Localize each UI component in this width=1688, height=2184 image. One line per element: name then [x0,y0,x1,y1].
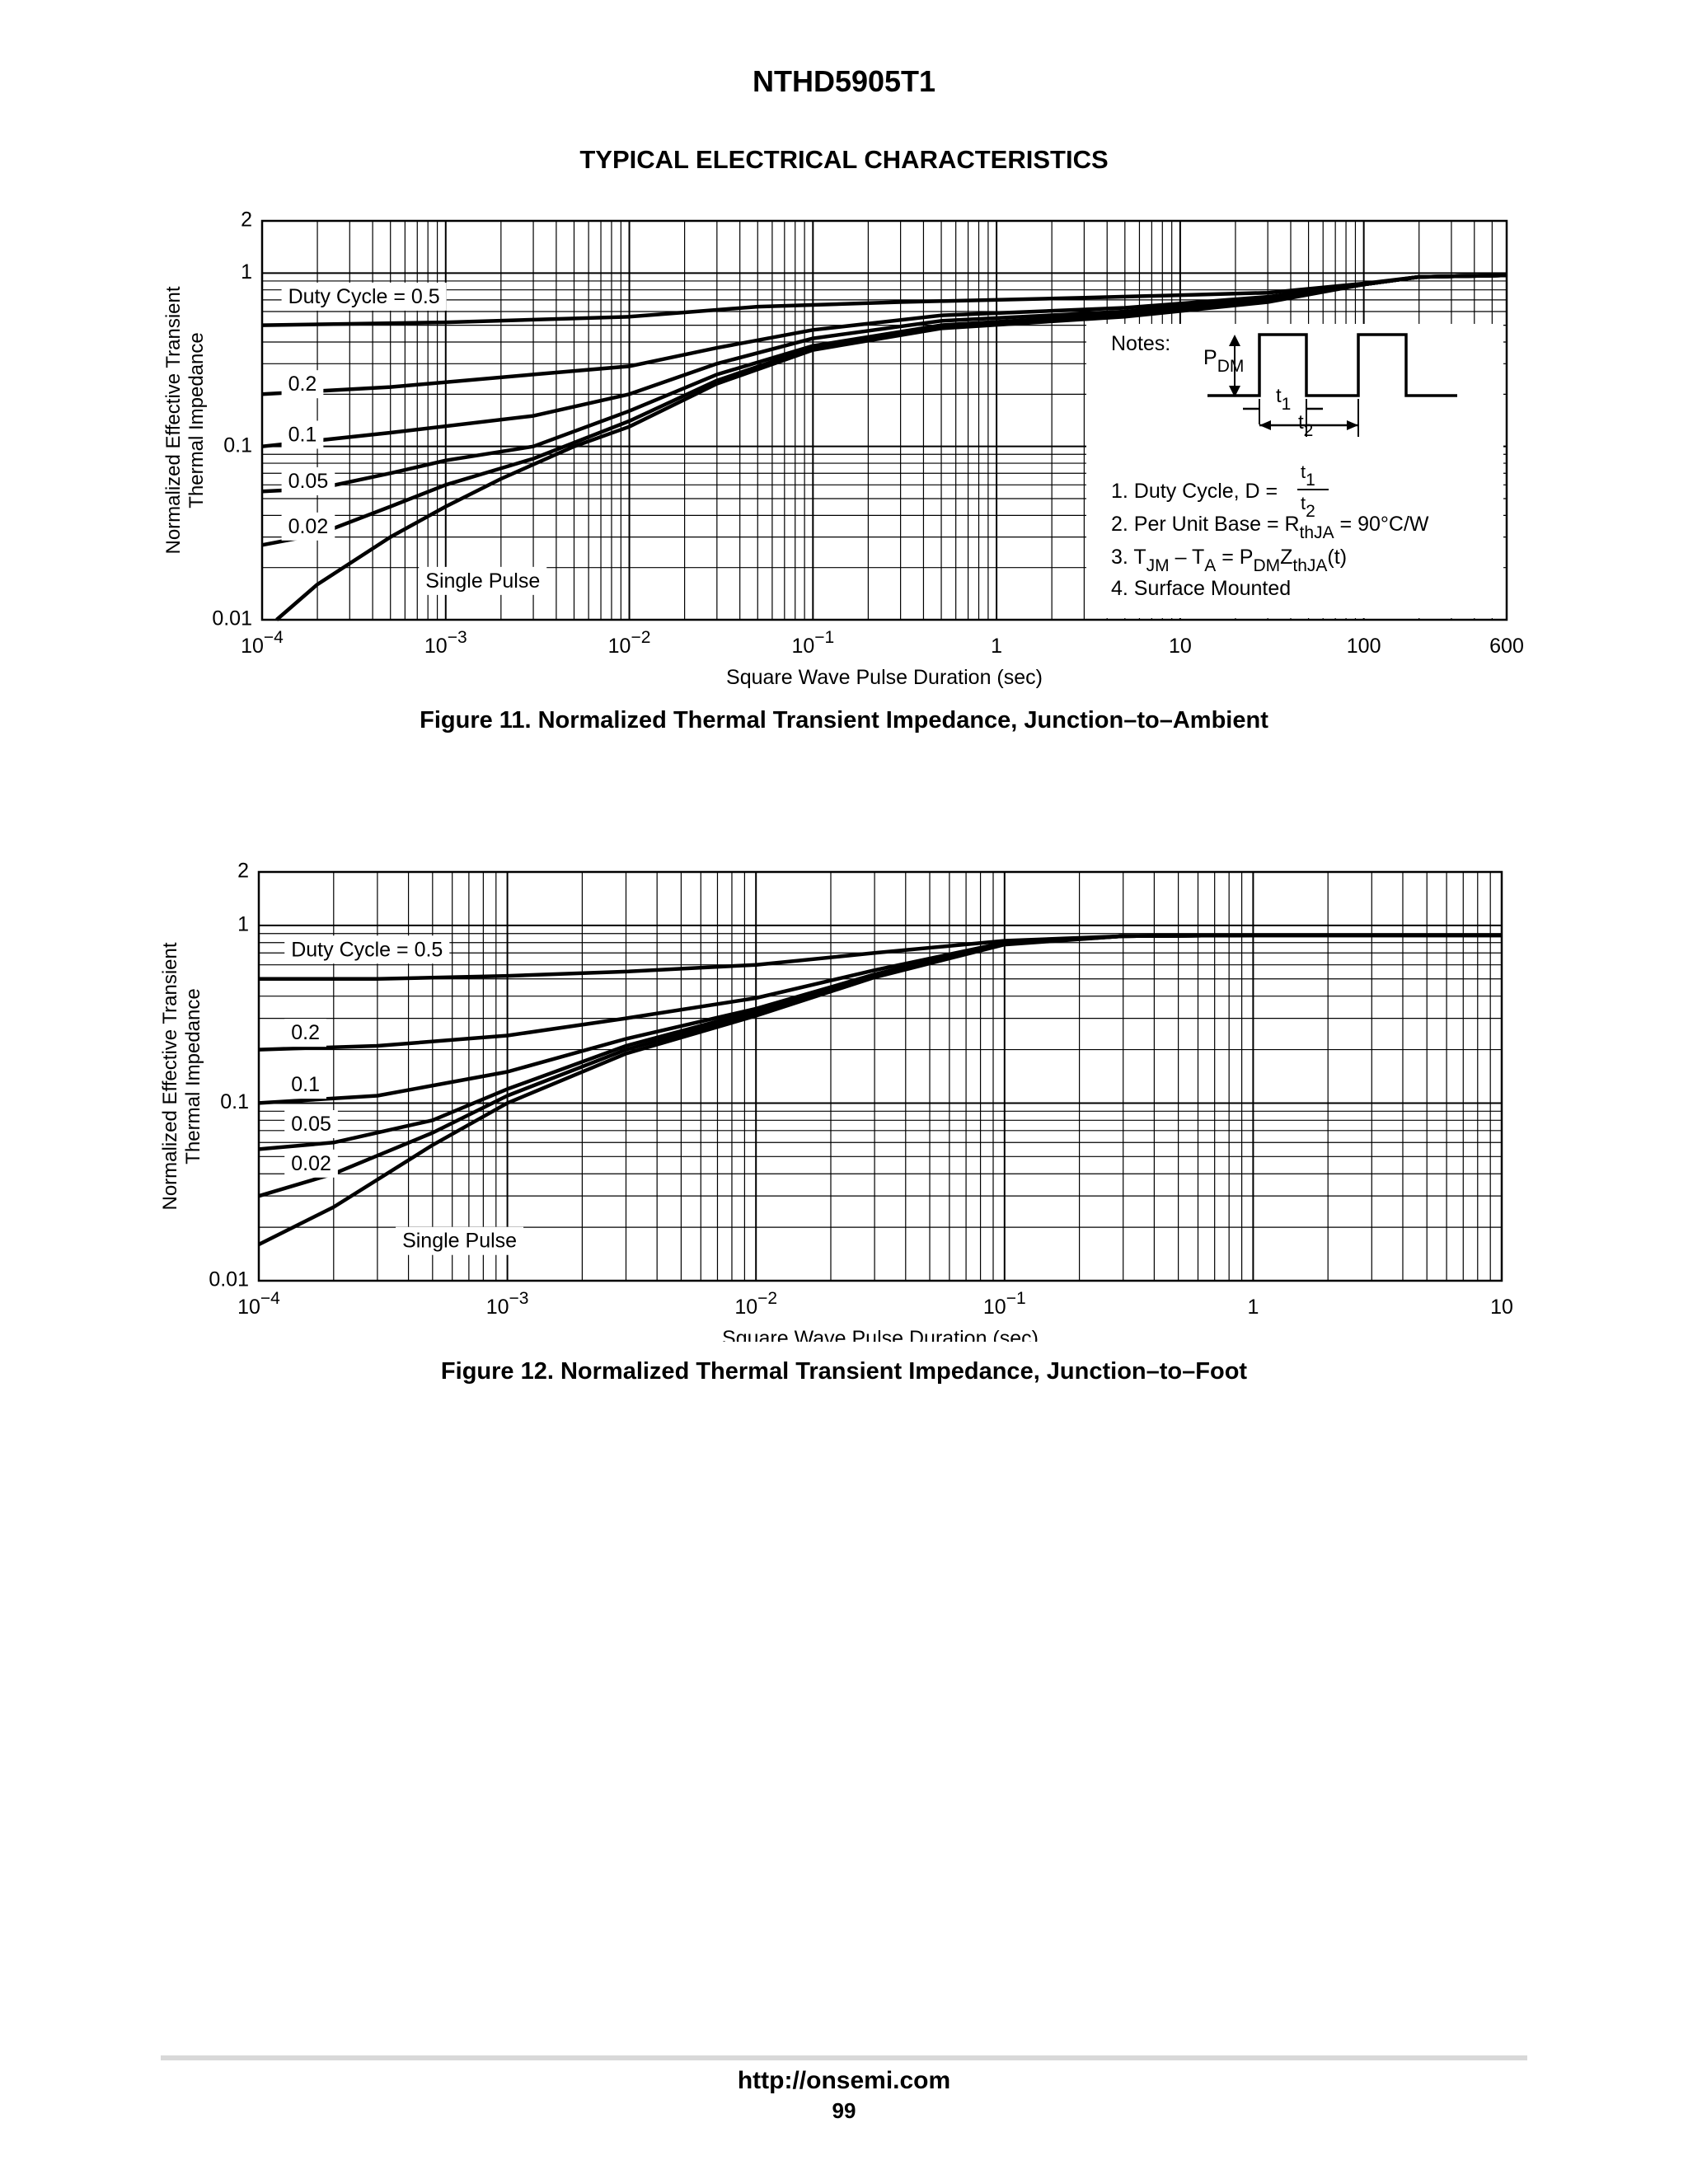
y-tick-label: 1 [237,912,249,935]
x-tick-label: 10−1 [983,1289,1026,1319]
series-label-bg [281,466,335,495]
figure-12-chart: Duty Cycle = 0.5 0.2 0.1 0.05 0.02 Single Pul… [159,860,1513,1342]
document-title: NTHD5905T1 [752,64,936,98]
y-tick-label: 0.1 [220,1090,249,1113]
x-tick-label: 10−3 [486,1289,529,1319]
y-tick-label: 2 [241,209,252,232]
footer-divider [161,2055,1527,2060]
series-label: 0.1 [291,1073,320,1096]
series-label: 0.02 [288,515,329,538]
series-label-bg [284,1071,326,1099]
note-line-1: 1. Duty Cycle, D = [1111,480,1278,503]
t2-label: t2 [1298,411,1313,440]
series-label-bg [284,1019,326,1047]
x-tick-label: 600 [1489,635,1524,658]
y-axis-label: Normalized Effective Transient [162,286,185,554]
series-line-6 [257,933,1502,1247]
series-label: 0.05 [291,1113,331,1136]
x-tick-label: 1 [991,635,1002,658]
pdm-label: PDM [1203,346,1244,376]
y-axis-label: Thermal Impedance [182,988,204,1164]
x-tick-label: 10−4 [237,1289,280,1319]
section-title: TYPICAL ELECTRICAL CHARACTERISTICS [579,145,1109,174]
series-label-bg [284,1149,338,1178]
note-line-2: 2. Per Unit Base = RthJA = 90°C/W [1111,513,1429,542]
figure-12-caption: Figure 12. Normalized Thermal Transient … [440,1358,1248,1385]
duty-denominator: t2 [1301,493,1315,521]
y-tick-label: 1 [241,260,252,284]
footer-url[interactable]: http://onsemi.com [737,2067,951,2094]
series-label-bg [281,370,324,399]
x-tick-label: 10−2 [608,628,651,658]
series-label: 0.02 [291,1152,331,1175]
series-label: 0.05 [288,470,329,493]
note-line-3: 3. TJM – TA = PDMZthJA(t) [1111,546,1347,575]
series-label-bg [284,935,450,964]
notes-background [1086,324,1503,618]
series-label: 0.2 [291,1021,320,1044]
note-line-4: 4. Surface Mounted [1111,577,1291,600]
x-tick-label: 10 [1169,635,1192,658]
y-tick-label: 0.1 [223,434,252,457]
t1-label: t1 [1276,385,1291,414]
x-tick-label: 10−2 [734,1289,777,1319]
series-label: Single Pulse [425,569,540,593]
y-axis-label: Normalized Effective Transient [159,942,181,1210]
series-label-bg [284,1109,338,1138]
y-axis-label: Thermal Impedance [185,332,208,508]
series-label: Duty Cycle = 0.5 [291,938,443,961]
plot-frame [260,219,1508,621]
plot-frame [257,870,1503,1282]
series-label-bg [281,420,324,449]
series-label-bg [396,1226,524,1255]
series-label: 0.1 [288,424,317,447]
x-tick-label: 1 [1247,1296,1259,1319]
x-tick-label: 10−1 [791,628,834,658]
series-label: Duty Cycle = 0.5 [288,285,440,308]
t2-arrowheads-icon [1259,420,1358,430]
x-tick-label: 10 [1490,1296,1513,1319]
x-axis-label: Square Wave Pulse Duration (sec) [722,1327,1039,1342]
figure-11-chart: Duty Cycle = 0.5 0.2 0.1 0.05 0.02 Single Pul… [162,209,1524,689]
x-tick-label: 10−4 [241,628,284,658]
y-tick-label: 2 [237,860,249,883]
series-label-bg [419,566,547,595]
x-tick-label: 10−3 [424,628,467,658]
series-label: Single Pulse [402,1230,517,1253]
duty-numerator: t1 [1301,462,1315,490]
x-axis-label: Square Wave Pulse Duration (sec) [726,666,1043,689]
figure-11-caption: Figure 11. Normalized Thermal Transient … [420,707,1268,733]
series-label: 0.2 [288,373,317,396]
y-tick-label: 0.01 [209,1268,249,1291]
pulse-waveform-icon [1207,333,1457,397]
x-tick-label: 100 [1347,635,1381,658]
series-line-6 [275,273,1507,621]
notes-heading: Notes: [1111,332,1170,355]
series-label-bg [281,282,447,311]
y-tick-label: 0.01 [212,607,252,630]
page-number: 99 [832,2098,856,2123]
series-label-bg [281,512,335,541]
